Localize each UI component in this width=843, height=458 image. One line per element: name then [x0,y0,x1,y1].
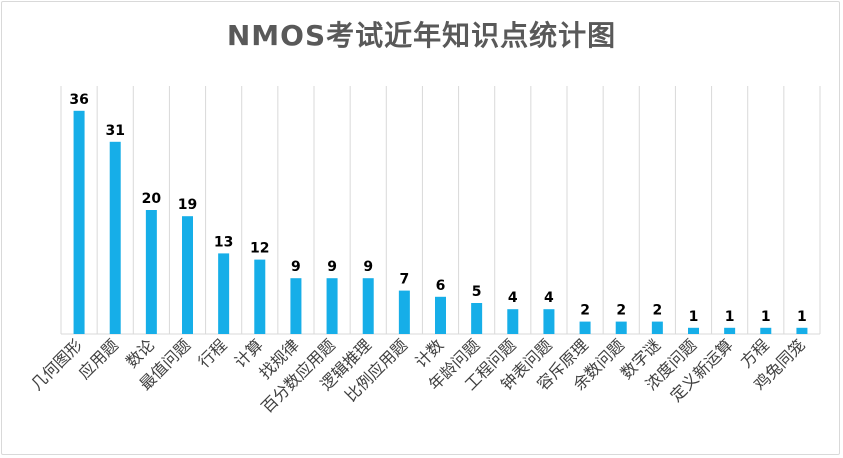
x-tick-label: 几何图形 [27,335,86,394]
data-label: 9 [291,259,301,275]
bar [73,110,85,334]
data-label: 1 [725,309,735,325]
bar [471,303,483,334]
data-label: 2 [652,303,662,319]
data-label: 1 [689,309,699,325]
bar [326,278,338,334]
data-label: 5 [472,284,482,300]
data-label: 4 [544,290,554,306]
data-labels: 36 31 20 19 13 12 9 9 9 7 6 5 4 4 2 2 2 1 1 1 1 [69,92,806,325]
bar [290,278,302,334]
data-label: 2 [580,303,590,319]
bar [362,278,374,334]
data-label: 13 [214,234,233,250]
bar [760,327,772,334]
bar [615,321,627,334]
bar [182,216,193,334]
grid-lines [60,86,821,334]
bars [73,110,808,334]
data-label: 12 [250,241,269,257]
data-label: 1 [761,309,771,325]
bar [579,321,591,334]
bar [688,327,699,334]
bar [398,290,410,334]
bar [543,309,555,334]
bar [218,253,230,334]
bar [796,327,808,334]
x-tick-label: 应用题 [75,335,122,382]
bar [145,210,157,334]
data-label: 2 [616,303,626,319]
bar [651,321,663,334]
bar [435,296,446,334]
data-label: 9 [363,259,373,275]
bar [724,327,736,334]
bar [254,259,266,334]
data-label: 6 [436,278,446,294]
chart-title: NMOS考试近年知识点统计图 [226,19,617,52]
data-label: 19 [178,197,197,213]
bar [109,141,121,334]
data-label: 1 [797,309,807,325]
x-tick-label: 行程 [194,335,230,371]
data-label: 36 [69,92,88,108]
bar [507,309,519,334]
data-label: 20 [142,191,162,207]
data-label: 7 [399,272,409,288]
data-label: 4 [508,290,518,306]
data-label: 31 [105,123,124,139]
data-label: 9 [327,259,337,275]
